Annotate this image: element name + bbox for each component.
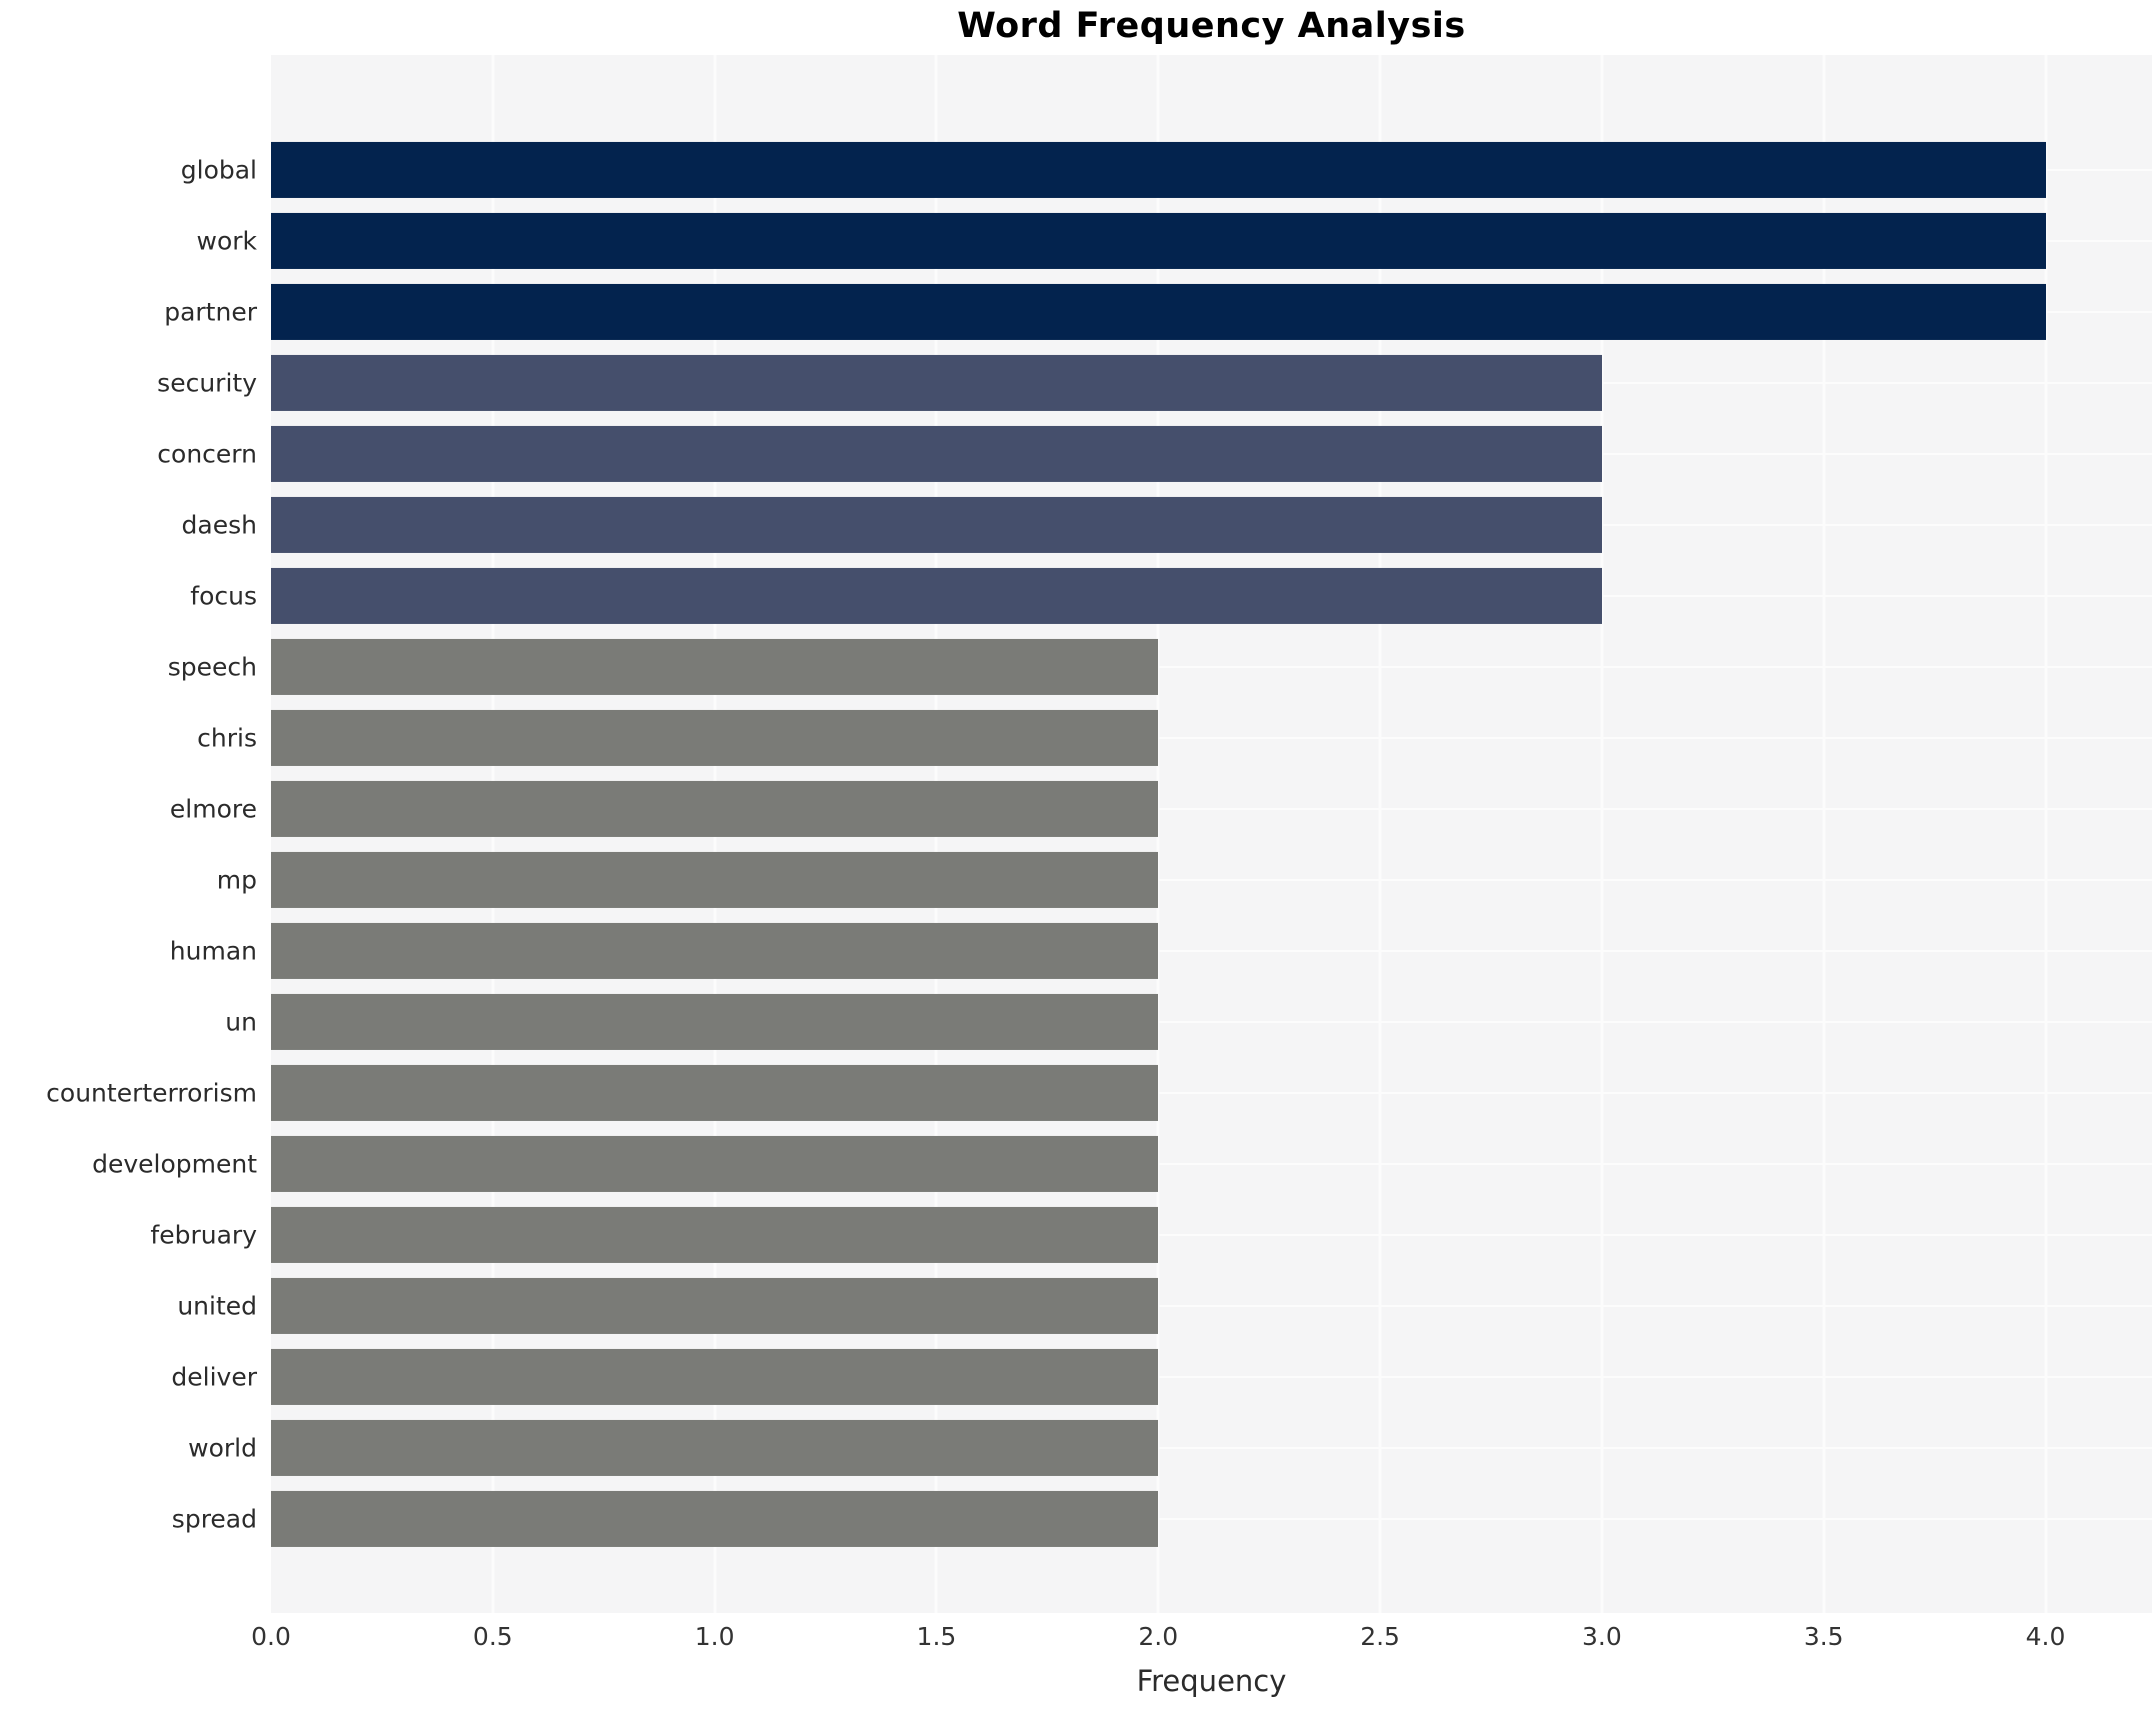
bar-row: chris [197,702,2152,773]
bar-row: partner [164,276,2152,347]
x-tick-label: 1.0 [694,1622,735,1651]
bar-row: deliver [171,1341,2152,1412]
bar-counterterrorism [271,1064,1159,1121]
y-tick-label: february [150,1220,257,1249]
y-tick-label: elmore [169,794,257,823]
y-tick-label: work [196,226,258,255]
horizontal-gridline [271,736,2152,739]
y-tick-label: un [225,1007,257,1036]
y-tick-label: counterterrorism [46,1078,257,1107]
y-tick-label: deliver [171,1362,257,1391]
horizontal-gridline [271,1375,2152,1378]
y-tick-label: chris [197,723,257,752]
vertical-gridline [1378,55,1382,1613]
x-tick-label: 1.5 [916,1622,957,1651]
y-tick-label: security [157,368,257,397]
bar-mp [271,851,1159,908]
x-axis-ticks: 0.0 0.5 1.0 1.5 2.0 2.5 3.0 3.5 4.0 [251,1622,2152,1656]
bar-deliver [271,1348,1159,1405]
y-tick-label: world [188,1433,257,1462]
horizontal-gridline [271,1446,2152,1449]
horizontal-gridline [271,949,2152,952]
bar-focus [271,567,1602,624]
bar-row: work [197,205,2152,276]
horizontal-gridline [271,807,2152,810]
bar-world [271,1419,1159,1476]
y-tick-label: human [169,936,257,965]
x-tick-label: 3.5 [1803,1622,1844,1651]
bar-february [271,1206,1159,1263]
bar-row: security [157,347,2152,418]
x-tick-label: 2.0 [1138,1622,1179,1651]
bar-row: speech [168,631,2152,702]
y-tick-label: partner [164,297,257,326]
horizontal-gridline [271,1517,2152,1520]
bar-row: focus [190,560,2152,631]
bar-row: elmore [170,773,2152,844]
bar-row: spread [172,1483,2152,1554]
bar-concern [271,425,1602,482]
horizontal-gridline [271,1233,2152,1236]
bar-development [271,1135,1159,1192]
y-tick-label: development [92,1149,257,1178]
bar-speech [271,638,1159,695]
x-tick-label: 3.0 [1582,1622,1622,1651]
bar-human [271,922,1159,979]
bar-row: human [170,915,2152,986]
chart-title: Word Frequency Analysis [957,6,1466,46]
bar-spread [271,1490,1159,1547]
bar-elmore [271,780,1159,837]
horizontal-gridline [271,1020,2152,1023]
bar-security [271,354,1602,411]
y-tick-label: united [177,1291,257,1320]
bar-daesh [271,496,1602,553]
y-tick-label: global [180,155,257,184]
y-tick-label: concern [157,439,257,468]
bar-un [271,993,1159,1050]
plot-area: global work partner security concern daesh foc… [46,55,2152,1613]
x-tick-label: 2.5 [1360,1622,1400,1651]
horizontal-gridline [271,878,2152,881]
y-tick-label: daesh [181,510,257,539]
bar-united [271,1277,1159,1334]
vertical-gridline [1822,55,1826,1613]
bar-row: february [150,1199,2152,1270]
vertical-gridline [1600,55,1604,1613]
bar-work [271,212,2046,269]
bar-row: concern [157,418,2152,489]
y-tick-label: focus [190,581,257,610]
vertical-gridline [1156,55,1160,1613]
horizontal-gridline [271,1091,2152,1094]
x-tick-label: 0.5 [472,1622,513,1651]
bar-row: global [181,134,2152,205]
x-tick-label: 0.0 [251,1622,291,1651]
bar-row: counterterrorism [46,1057,2152,1128]
bar-row: united [177,1270,2152,1341]
y-tick-label: spread [171,1504,257,1533]
bar-row: development [92,1128,2152,1199]
bar-row: daesh [182,489,2152,560]
bar-global [271,141,2046,198]
bar-row: mp [217,844,2152,915]
horizontal-gridline [271,665,2152,668]
bar-row: un [225,986,2152,1057]
x-tick-label: 4.0 [2025,1622,2066,1651]
y-tick-label: mp [216,865,257,894]
bar-rows: global work partner security concern daesh foc… [46,55,2152,1613]
bar-partner [271,283,2046,340]
horizontal-gridline [271,1304,2152,1307]
x-axis-label: Frequency [1136,1664,1287,1698]
horizontal-gridline [271,1162,2152,1165]
bar-chris [271,709,1159,766]
vertical-gridline [2044,55,2048,1613]
y-tick-label: speech [167,652,257,681]
bar-row: world [188,1412,2152,1483]
